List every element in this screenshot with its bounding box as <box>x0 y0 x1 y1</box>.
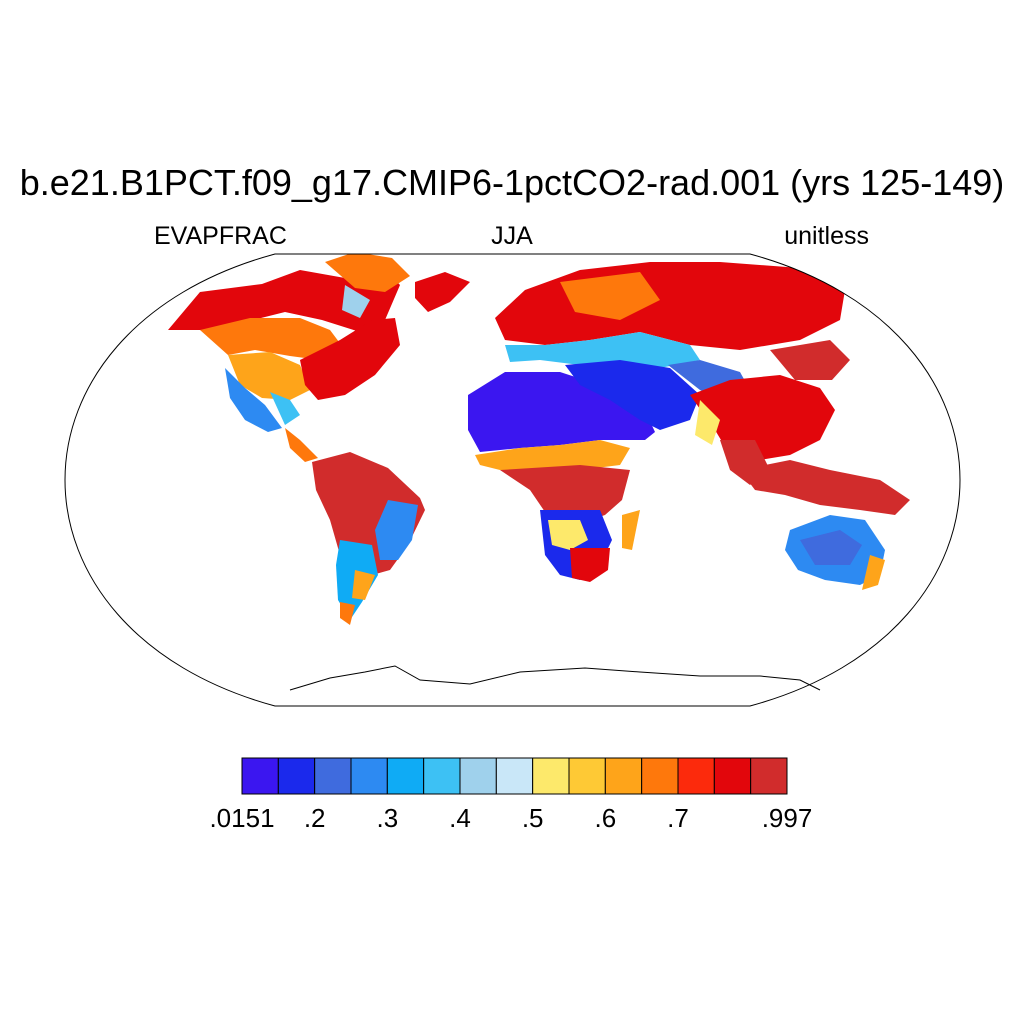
land-field <box>168 254 910 625</box>
antarctica-coastline <box>289 665 821 691</box>
colorbar-tick-label: .997 <box>761 803 813 833</box>
colorbar-swatch <box>386 757 425 795</box>
south-america-region <box>312 452 425 625</box>
colorbar-tick-label: .2 <box>303 803 326 833</box>
north-america-region <box>168 254 470 462</box>
colorbar-swatch <box>750 757 788 795</box>
variable-label: EVAPFRAC <box>154 222 287 250</box>
colorbar-swatch <box>677 757 715 795</box>
colorbar-swatch <box>423 757 461 795</box>
colorbar-tick-label: .4 <box>449 803 471 833</box>
season-label: JJA <box>491 222 533 250</box>
colorbar-swatch <box>568 757 606 795</box>
colorbar-swatch <box>277 757 316 795</box>
map-boundary <box>64 253 961 707</box>
units-label: unitless <box>784 222 869 250</box>
eurasia-region <box>495 262 910 515</box>
colorbar <box>241 757 788 795</box>
colorbar-swatch <box>604 757 643 795</box>
colorbar-tick-label: .6 <box>594 803 617 833</box>
colorbar-swatch <box>314 757 352 795</box>
colorbar-swatch <box>495 757 534 795</box>
colorbar-swatch <box>241 757 279 795</box>
colorbar-swatch <box>641 757 679 795</box>
colorbar-swatch <box>713 757 752 795</box>
colorbar-tick-label: .3 <box>376 803 399 833</box>
colorbar-swatch <box>459 757 497 795</box>
australia-region <box>785 515 885 590</box>
map-title: b.e21.B1PCT.f09_g17.CMIP6-1pctCO2-rad.00… <box>19 162 1005 203</box>
colorbar-swatch <box>532 757 570 795</box>
colorbar-tick-label: .7 <box>667 803 689 833</box>
colorbar-tick-label: .5 <box>521 803 544 833</box>
colorbar-swatch <box>350 757 388 795</box>
colorbar-tick-label: .0151 <box>209 803 275 833</box>
